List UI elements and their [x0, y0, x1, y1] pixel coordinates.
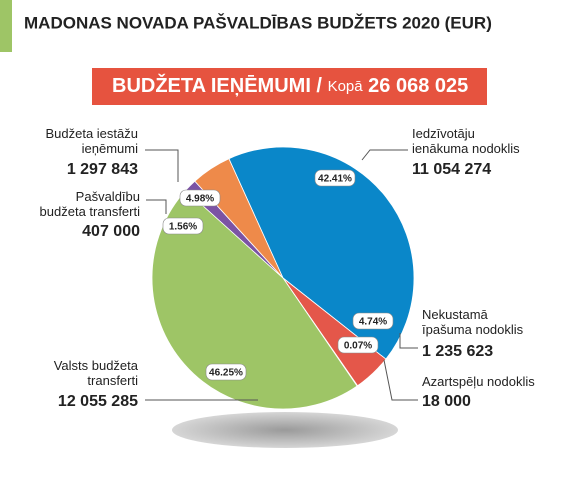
pie-shadow [172, 412, 398, 448]
value-label: 18 000 [422, 393, 471, 410]
percent-label: 46.25% [209, 368, 243, 379]
percent-label: 0.07% [344, 341, 372, 352]
total-label: Kopā [328, 78, 364, 95]
percent-label: 42.41% [318, 174, 352, 185]
leader-line [399, 333, 418, 349]
pie-slice [151, 189, 358, 410]
percent-pill [179, 189, 221, 207]
pie-slice [228, 146, 415, 360]
pie [151, 146, 415, 410]
subtitle-text: BUDŽETA IEŅĒMUMI / [112, 73, 322, 97]
leader-line [361, 149, 408, 161]
leader-line [146, 199, 167, 214]
labels: Iedzīvotāju ienākuma nodoklis 11 054 274 42… [40, 126, 536, 410]
category-label: Iedzīvotāju ienākuma nodoklis [412, 126, 520, 156]
percent-label: 4.98% [186, 194, 214, 205]
percent-label: 1.56% [169, 222, 197, 233]
percent-pill [352, 312, 394, 330]
pie-slice [194, 158, 284, 279]
chart-title: MADONAS NOVADA PAŠVALDĪBAS BUDŽETS 2020 … [24, 13, 492, 32]
leader-line [145, 149, 179, 182]
percent-pill [314, 169, 356, 187]
category-label: Pašvaldību budžeta transferti [40, 189, 141, 219]
category-label: Nekustamā īpašuma nodoklis [422, 307, 524, 337]
value-label: 407 000 [82, 223, 140, 240]
value-label: 11 054 274 [412, 161, 491, 178]
banner [92, 68, 487, 105]
percent-label: 4.74% [359, 317, 387, 328]
value-label: 12 055 285 [58, 393, 138, 410]
total: 26 068 025 [368, 75, 468, 97]
accent-bar [0, 0, 12, 52]
category-label: Valsts budžeta transferti [54, 358, 139, 388]
subtitle: BUDŽETA IEŅĒMUMI / Kopā 26 068 025 [112, 73, 468, 97]
percent-pill [205, 363, 247, 381]
value-label: 1 235 623 [422, 343, 493, 360]
percent-pill [337, 336, 379, 354]
percent-pill [162, 217, 204, 235]
category-label: Budžeta iestāžu ieņēmumi [45, 126, 138, 156]
category-label: Azartspēļu nodoklis [422, 374, 535, 389]
value-label: 1 297 843 [67, 161, 138, 178]
leader-line [383, 359, 418, 401]
